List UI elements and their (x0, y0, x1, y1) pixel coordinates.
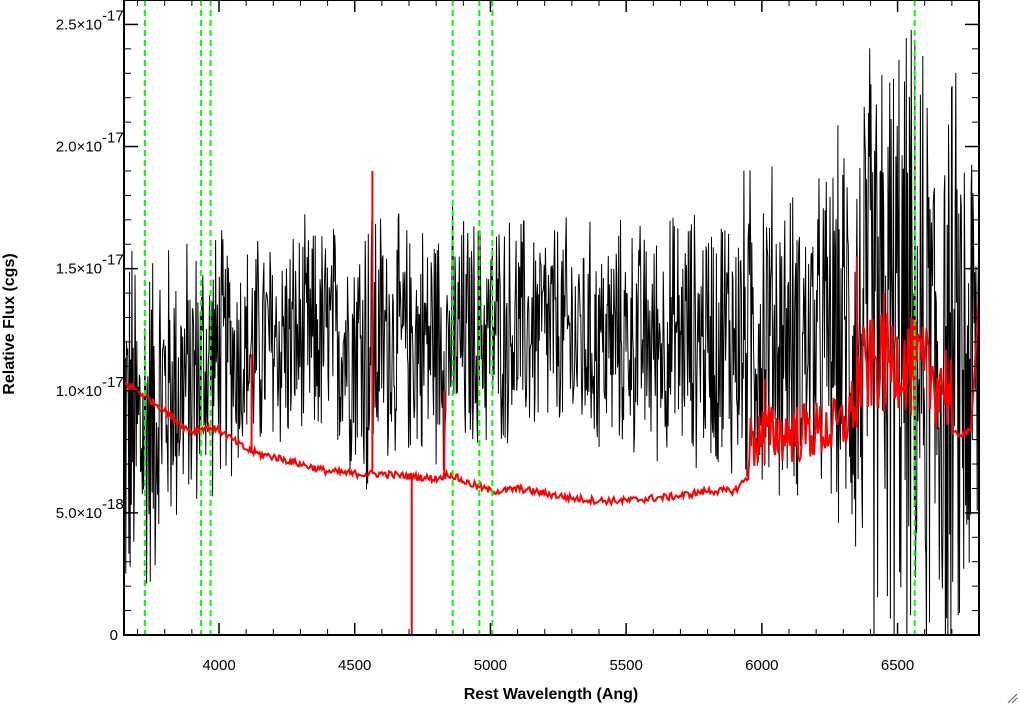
y-tick-label: 0 (110, 627, 118, 644)
y-tick-label: 1.5×10 (56, 261, 102, 278)
axes (123, 0, 980, 636)
x-tick-label: 5500 (609, 657, 642, 674)
y-tick-label: 2.0×10 (56, 139, 102, 156)
y-tick-label: 1.0×10 (56, 383, 102, 400)
y-tick-exponent: -17 (102, 374, 124, 391)
reference-lines (143, 0, 916, 635)
flux-series-line (124, 29, 979, 635)
tick-labels: 4000 4500 5000 5500 6000 6500 0 5.0×10-18 1.0×10… (56, 7, 915, 674)
resize-grip-icon[interactable] (1006, 692, 1018, 704)
y-tick-exponent: -18 (102, 496, 124, 513)
x-tick-label: 6000 (745, 657, 778, 674)
x-tick-label: 4500 (338, 657, 371, 674)
x-tick-label: 4000 (202, 657, 235, 674)
y-tick-exponent: -17 (102, 252, 124, 269)
y-tick-exponent: -17 (102, 130, 124, 147)
error-series-line (124, 295, 979, 508)
series-layer (124, 29, 979, 635)
x-tick-label: 5000 (474, 657, 507, 674)
y-tick-label: 5.0×10 (56, 505, 102, 522)
y-tick-exponent: -17 (102, 7, 124, 24)
y-tick-label: 2.5×10 (56, 16, 102, 33)
x-axis-label: Rest Wavelength (Ang) (464, 686, 639, 703)
y-axis-label: Relative Flux (cgs) (1, 253, 18, 394)
x-tick-label: 6500 (881, 657, 914, 674)
